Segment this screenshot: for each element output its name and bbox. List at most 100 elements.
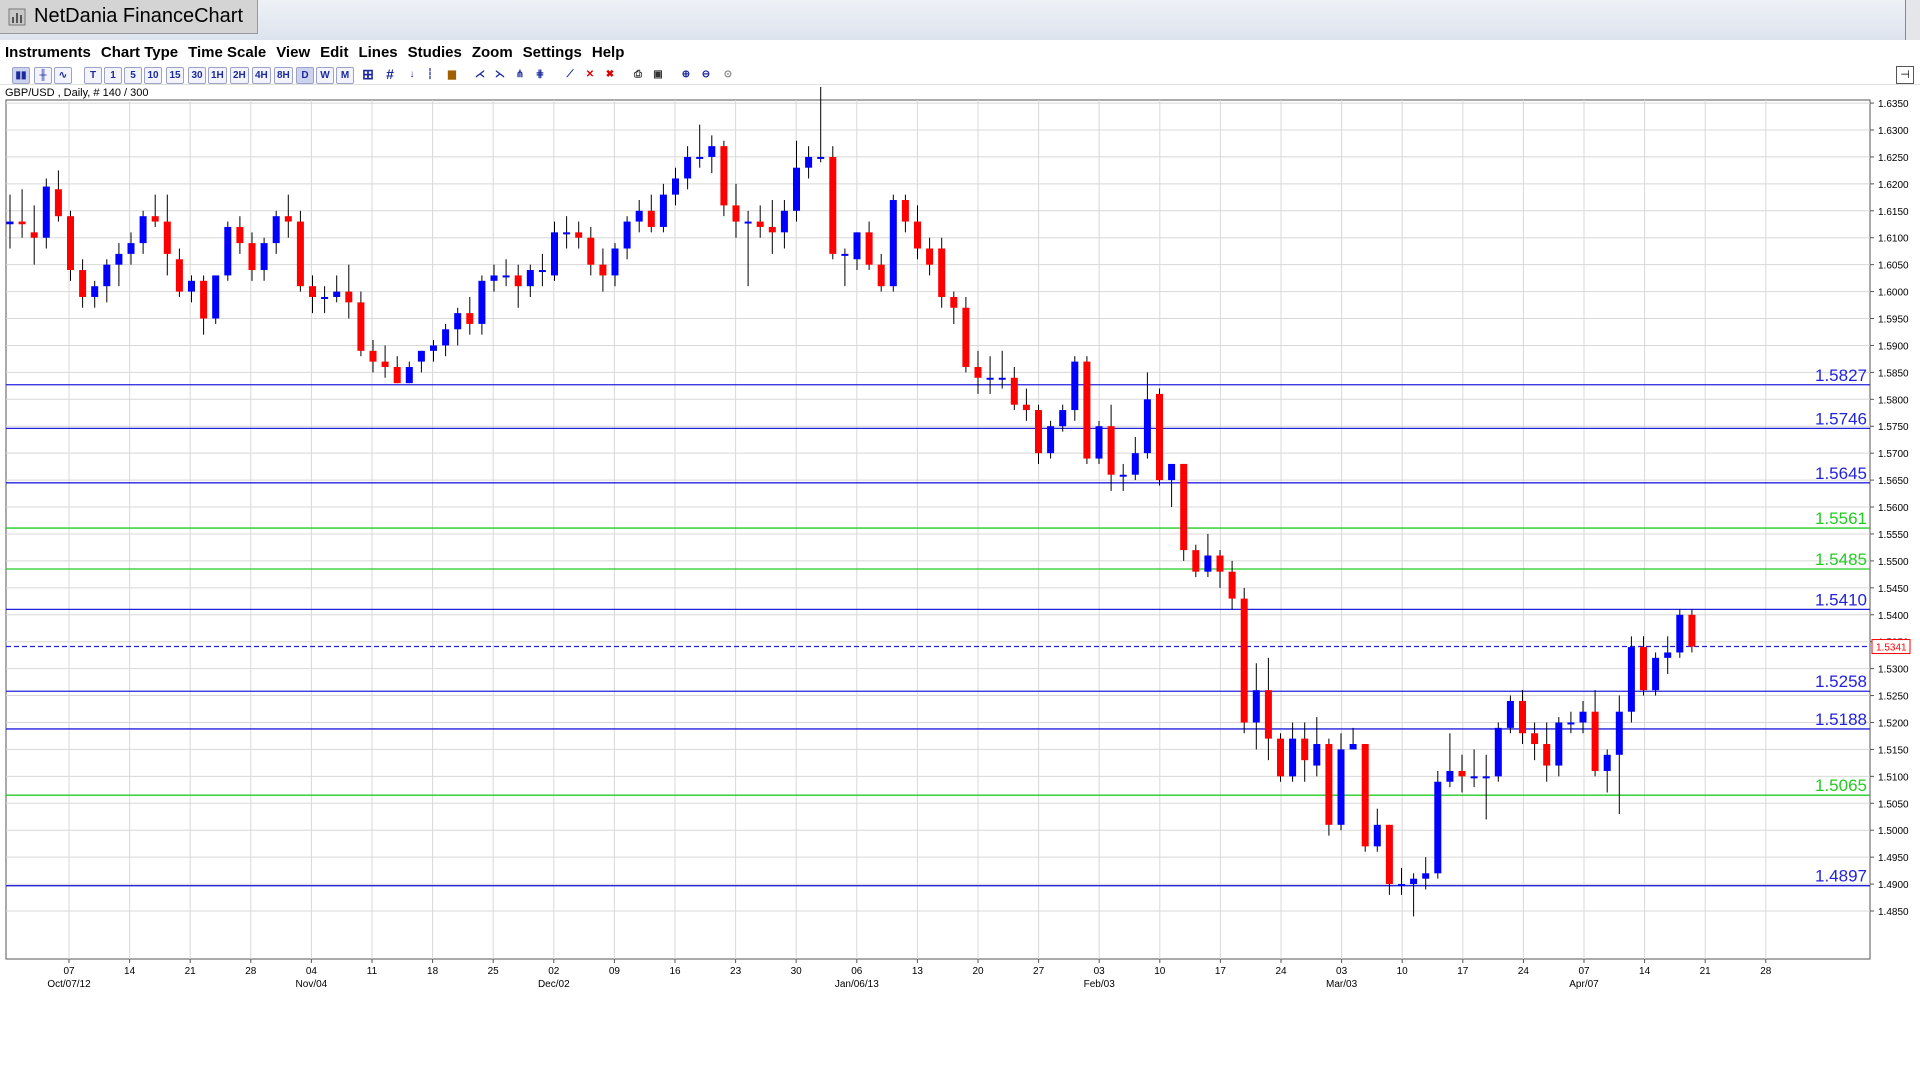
y-tick-label: 1.6350	[1878, 99, 1909, 110]
candle-down	[393, 366, 401, 384]
horizontal-level-label: 1.5065	[1815, 776, 1867, 795]
candle-up	[1349, 744, 1357, 750]
menu-edit[interactable]: Edit	[320, 43, 349, 61]
menu-bar: Instruments Chart Type Time Scale View E…	[0, 40, 1920, 64]
y-tick-label: 1.5800	[1878, 395, 1909, 406]
timeframe-daily-button[interactable]: D	[296, 67, 314, 84]
window-edge-control[interactable]	[1905, 0, 1920, 40]
candle-down	[938, 248, 946, 297]
candle-down	[1192, 550, 1200, 572]
candle-down	[962, 307, 970, 367]
timeframe-5min-button[interactable]: 5	[124, 67, 142, 84]
print-preview-icon[interactable]: ▣	[653, 69, 663, 80]
horizontal-level-label: 1.5645	[1815, 464, 1867, 483]
menu-zoom[interactable]: Zoom	[471, 43, 513, 61]
candle-down	[914, 221, 921, 249]
candle-down	[1325, 744, 1333, 825]
candle-up	[623, 221, 631, 249]
x-tick-label: 10	[1154, 966, 1166, 977]
volume-icon[interactable]: ▆	[448, 69, 456, 80]
y-tick-label: 1.5400	[1878, 611, 1909, 622]
x-tick-label: 23	[730, 966, 742, 977]
timeframe-4h-button[interactable]: 4H	[252, 67, 271, 84]
candle-down	[1543, 744, 1551, 766]
delete-all-icon[interactable]: ✖	[605, 69, 615, 80]
candle-up	[1470, 776, 1478, 779]
candle-down	[1240, 598, 1248, 723]
menu-chart-type[interactable]: Chart Type	[100, 43, 179, 61]
line-chart-icon[interactable]: ∿	[54, 67, 72, 84]
zoom-reset-icon[interactable]: ⊙	[723, 69, 733, 80]
timeframe-tick-button[interactable]: T	[84, 67, 102, 84]
draw-line-icon[interactable]: ⟋	[566, 69, 574, 80]
y-tick-label: 1.5200	[1878, 718, 1909, 729]
crosshair-icon[interactable]: ⊞	[362, 66, 374, 82]
horizontal-line-icon[interactable]: ⋕	[535, 69, 545, 80]
candle-down	[768, 226, 776, 233]
x-tick-label: 25	[488, 966, 500, 977]
candle-up	[478, 280, 486, 324]
menu-time-scale[interactable]: Time Scale	[188, 43, 267, 61]
timeframe-10min-button[interactable]: 10	[144, 67, 162, 84]
menu-lines[interactable]: Lines	[358, 43, 398, 61]
timeframe-15min-button[interactable]: 15	[166, 67, 184, 84]
candle-down	[67, 216, 74, 271]
candle-up	[538, 270, 546, 273]
x-month-label: Jan/06/13	[835, 979, 879, 990]
candle-up	[889, 200, 897, 287]
candle-up	[805, 156, 813, 168]
candle-up	[696, 156, 704, 159]
candle-down	[236, 226, 244, 244]
menu-studies[interactable]: Studies	[407, 43, 462, 61]
trendline-icon[interactable]: ⋌	[475, 69, 485, 80]
fibonacci-icon[interactable]: ⋔	[515, 69, 525, 80]
menu-help[interactable]: Help	[591, 43, 625, 61]
zoom-out-icon[interactable]: ⊖	[701, 69, 711, 80]
horizontal-level-label: 1.5258	[1815, 672, 1867, 691]
candle-down	[466, 313, 474, 324]
candle-up	[333, 291, 341, 297]
grid-icon[interactable]: #	[386, 66, 394, 82]
candle-up	[103, 264, 111, 287]
candle-up	[42, 186, 50, 238]
delete-icon[interactable]: ✕	[585, 69, 595, 80]
chart-app-icon	[8, 8, 26, 25]
candle-down	[200, 280, 208, 319]
timeframe-1min-button[interactable]: 1	[104, 67, 122, 84]
timeframe-2h-button[interactable]: 2H	[230, 67, 249, 84]
x-tick-label: 13	[912, 966, 924, 977]
timeframe-weekly-button[interactable]: W	[316, 67, 334, 84]
candle-up	[260, 243, 268, 271]
candle-down	[1301, 738, 1309, 761]
candle-up	[1071, 361, 1079, 411]
candle-up	[442, 329, 450, 346]
candle-down	[1022, 404, 1030, 411]
print-icon[interactable]: ⎙	[634, 69, 642, 80]
candle-up	[1422, 873, 1430, 879]
candlestick-chart-icon[interactable]: ▮▮	[12, 67, 30, 84]
timeframe-monthly-button[interactable]: M	[336, 67, 354, 84]
menu-settings[interactable]: Settings	[522, 43, 582, 61]
timeframe-8h-button[interactable]: 8H	[274, 67, 293, 84]
menu-instruments[interactable]: Instruments	[5, 43, 91, 61]
y-tick-label: 1.5050	[1878, 799, 1909, 810]
candle-up	[1143, 399, 1151, 454]
candle-down	[30, 232, 38, 238]
candle-up	[1410, 878, 1418, 885]
candle-down	[175, 259, 183, 292]
timeframe-30min-button[interactable]: 30	[188, 67, 206, 84]
candle-up	[1131, 453, 1139, 475]
candle-up	[1047, 426, 1055, 454]
channel-icon[interactable]: ⋋	[495, 69, 505, 80]
bar-chart-icon[interactable]: ╫	[34, 67, 52, 84]
panel-toggle-icon[interactable]: ⊣	[1896, 66, 1914, 84]
candle-up	[853, 232, 861, 260]
timeframe-1h-button[interactable]: 1H	[208, 67, 227, 84]
menu-view[interactable]: View	[276, 43, 311, 61]
arrow-down-icon[interactable]: ↓	[409, 69, 415, 80]
zoom-in-icon[interactable]: ⊕	[681, 69, 691, 80]
candle-up	[1337, 749, 1345, 825]
bar-settings-icon[interactable]: ┆	[426, 69, 434, 80]
candle-up	[1482, 776, 1490, 779]
y-tick-label: 1.6200	[1878, 180, 1909, 191]
